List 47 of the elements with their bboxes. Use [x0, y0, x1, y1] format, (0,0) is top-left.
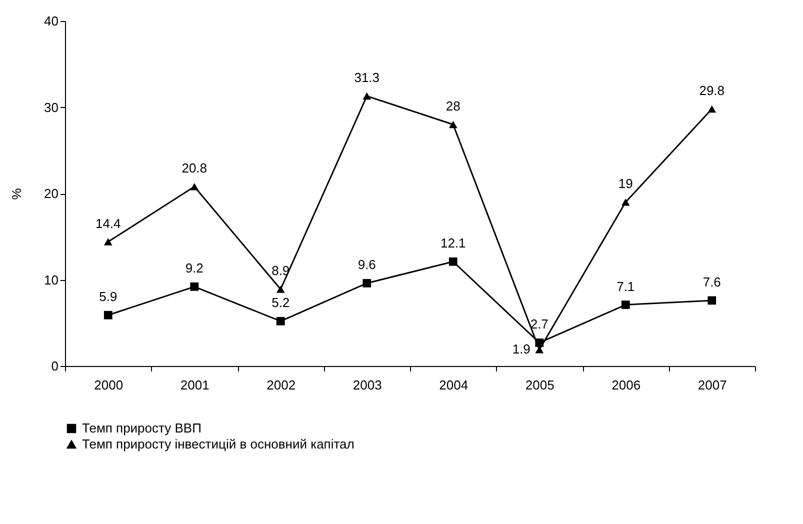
point: [190, 182, 199, 190]
point: [276, 316, 285, 326]
point: [535, 338, 544, 347]
point: [362, 279, 372, 288]
data-label: 14.4: [95, 216, 121, 231]
x-tick-label: 2006: [612, 378, 641, 392]
y-tick-label: 0: [51, 358, 58, 374]
data-label: 1.9: [512, 342, 530, 357]
point: [448, 257, 458, 266]
point: [190, 282, 199, 291]
point: [362, 92, 372, 100]
x-tick-label: 2007: [698, 378, 727, 392]
data-label: 2.7: [530, 316, 548, 332]
point: [448, 120, 458, 128]
y-tick-label: 40: [44, 14, 58, 28]
y-tick-label: 30: [44, 100, 58, 115]
point: [621, 198, 630, 206]
y-tick-label: 10: [44, 272, 58, 288]
data-label: 29.8: [699, 82, 725, 98]
x-tick-label: 2000: [94, 378, 124, 392]
x-tick-label: 2003: [352, 378, 382, 392]
point: [708, 105, 716, 113]
data-label: 7.6: [702, 274, 721, 290]
data-label: 19: [618, 176, 633, 192]
x-tick-label: 2004: [439, 378, 468, 392]
y-tick-label: 20: [44, 186, 58, 201]
x-tick-label: 2002: [266, 378, 296, 392]
point: [104, 238, 112, 246]
data-label: 5.9: [99, 289, 118, 304]
x-tick-label: 2005: [525, 378, 554, 392]
data-label: 20.8: [182, 160, 208, 176]
data-label: 12.1: [440, 236, 466, 251]
data-label: 9.6: [358, 257, 376, 272]
point: [104, 310, 112, 320]
y-axis-title: %: [9, 188, 24, 200]
point: [535, 346, 544, 354]
data-label: 7.1: [616, 278, 635, 294]
point: [276, 286, 285, 293]
legend-label: Темп приросту інвестицій в основний капітал: [82, 436, 354, 452]
data-label: 9.2: [185, 260, 204, 276]
data-label: 31.3: [354, 70, 380, 86]
legend-label: Темп приросту ВВП: [82, 420, 202, 436]
x-tick-label: 2001: [180, 378, 210, 392]
point: [621, 300, 630, 309]
data-label: 28: [446, 98, 460, 114]
data-label: 5.2: [272, 295, 290, 310]
point: [708, 296, 716, 305]
